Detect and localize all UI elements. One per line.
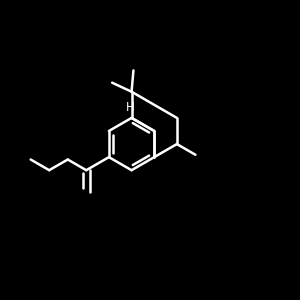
Text: H: H	[126, 101, 134, 114]
